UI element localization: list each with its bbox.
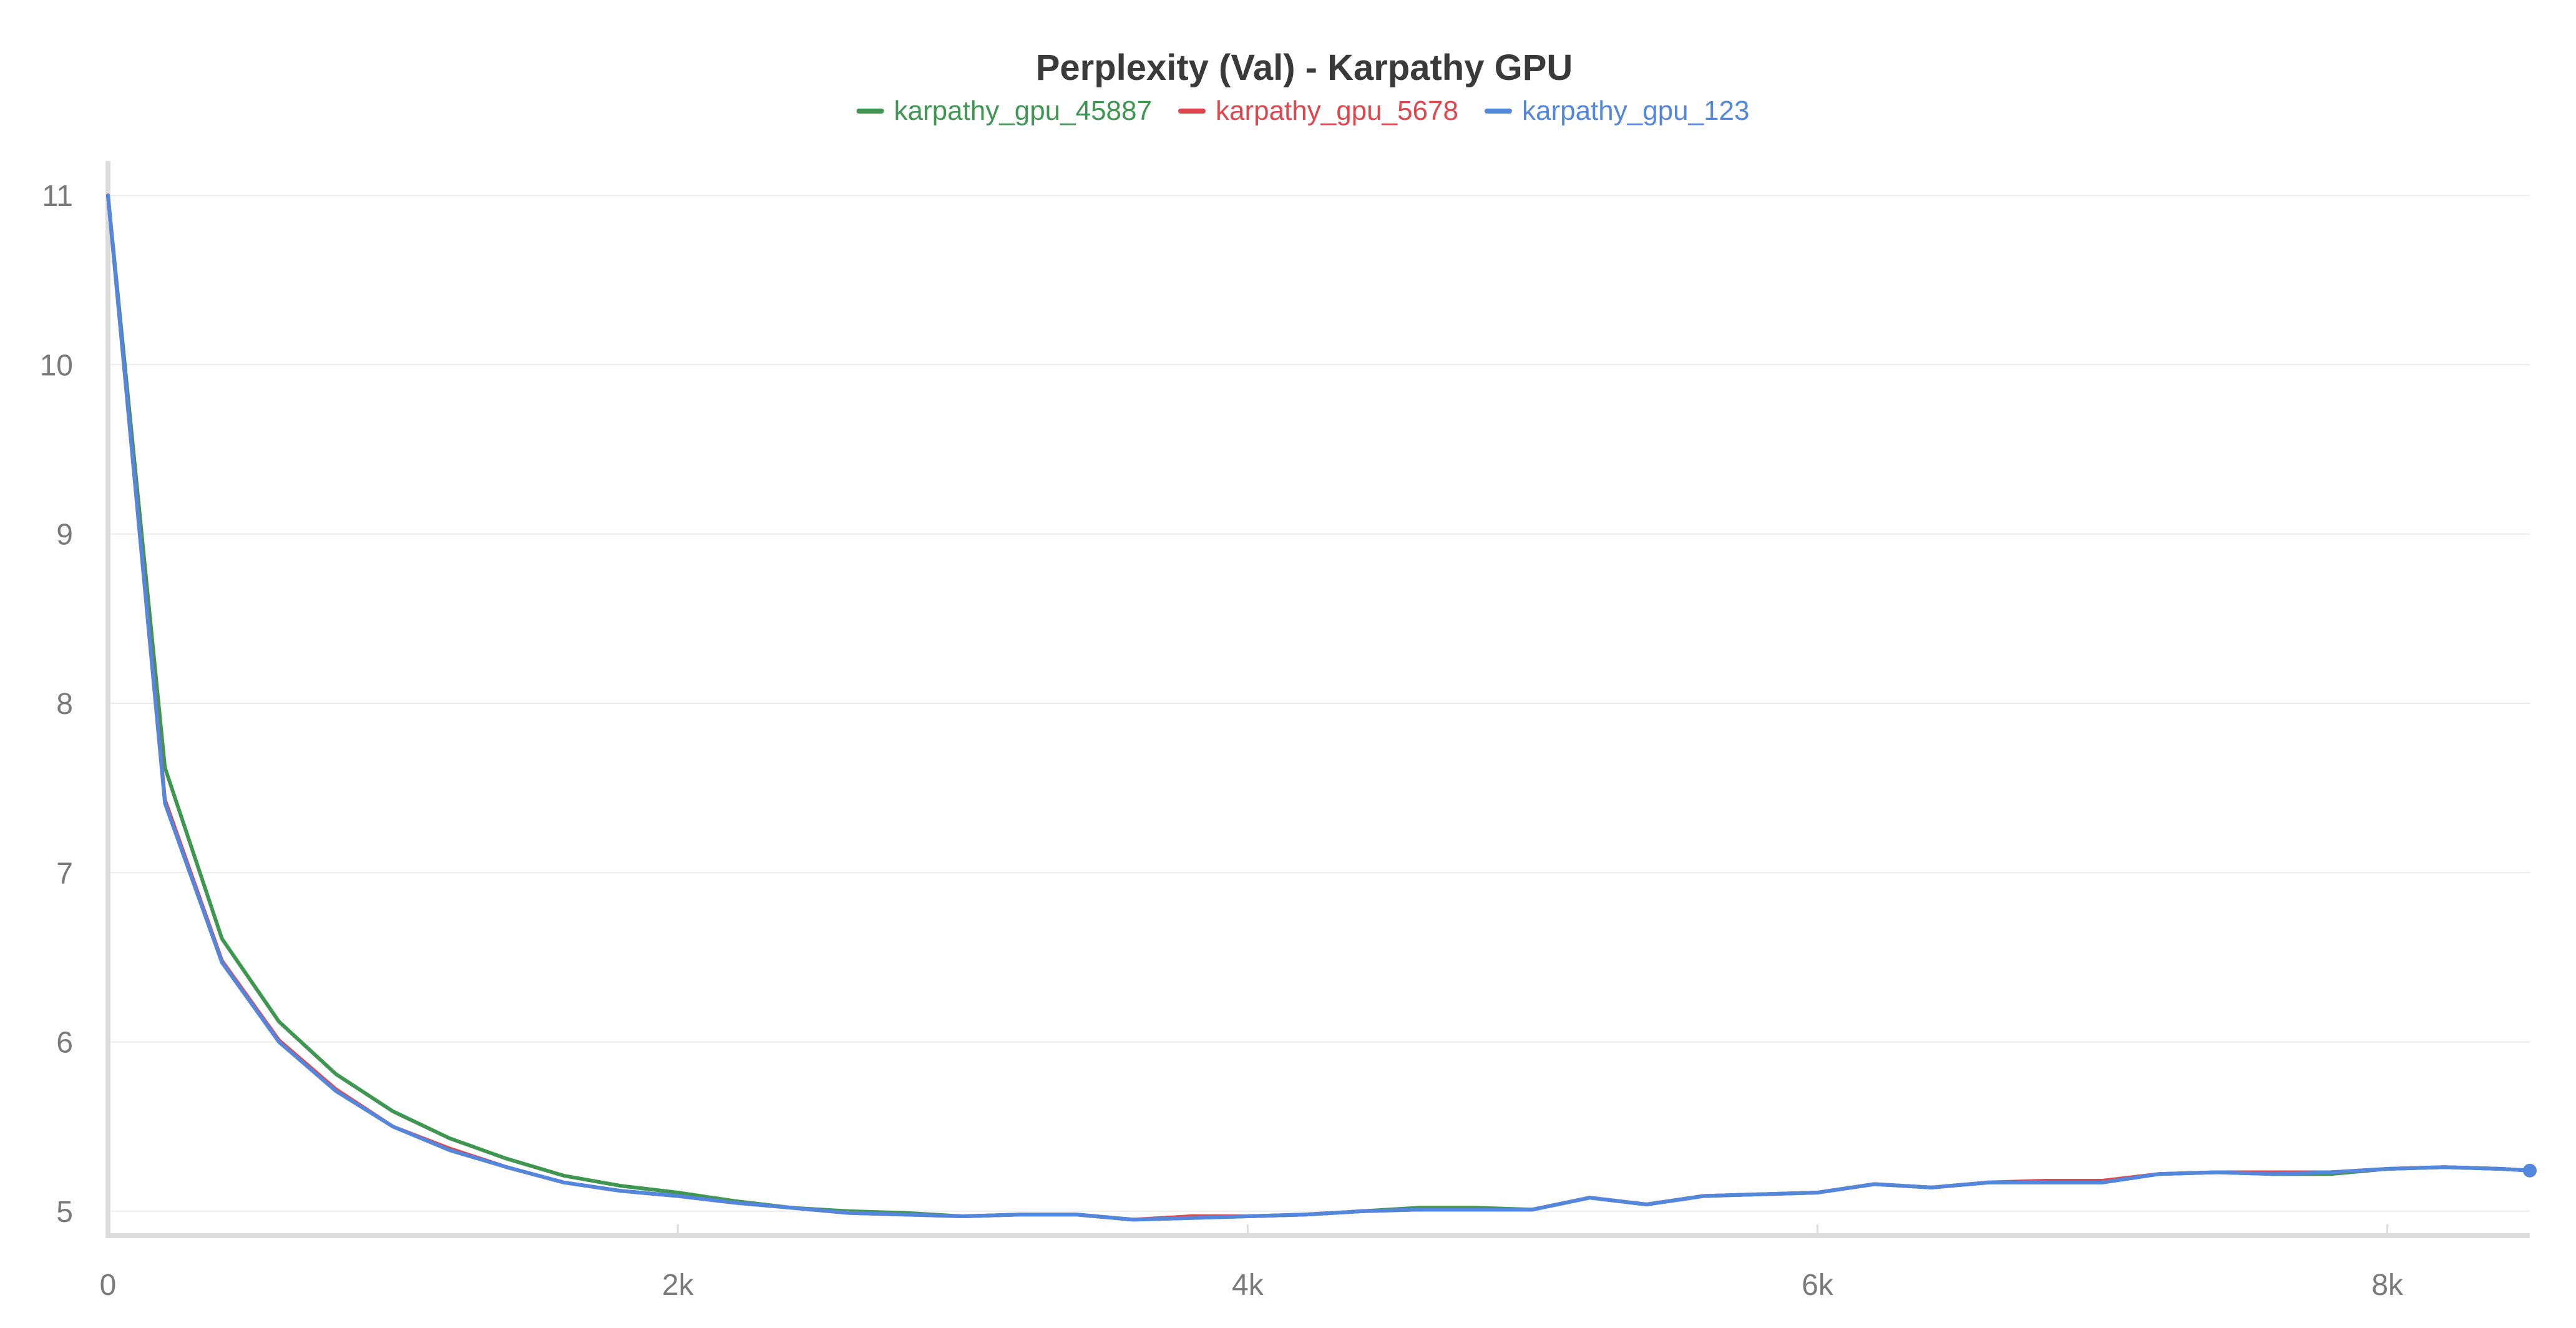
y-tick-label: 5 xyxy=(56,1196,73,1229)
series-lines xyxy=(106,193,2537,1222)
tick-labels: 5 6 7 8 9 10 11 0 2k 4k 6k 8k xyxy=(40,180,2404,1302)
x-tick-label: 6k xyxy=(1802,1269,1834,1302)
series-line-karpathy_gpu_5678 xyxy=(106,193,2532,1222)
y-tick-label: 10 xyxy=(40,349,73,382)
legend-label: karpathy_gpu_123 xyxy=(1522,95,1750,126)
grid-lines xyxy=(108,195,2530,1212)
y-tick-label: 7 xyxy=(56,857,73,890)
series-line-karpathy_gpu_45887 xyxy=(106,193,2532,1222)
legend: karpathy_gpu_45887 karpathy_gpu_5678 karpa… xyxy=(856,95,1750,126)
series-line-karpathy_gpu_123 xyxy=(106,193,2532,1222)
legend-label: karpathy_gpu_45887 xyxy=(894,95,1152,126)
y-tick-label: 11 xyxy=(42,180,73,213)
y-tick-label: 6 xyxy=(56,1027,73,1060)
series-endpoint-marker xyxy=(2523,1163,2537,1178)
x-tick-label: 0 xyxy=(100,1269,117,1302)
y-tick-label: 8 xyxy=(56,688,73,721)
x-tick-label: 4k xyxy=(1232,1269,1264,1302)
y-tick-label: 9 xyxy=(56,519,73,552)
chart-title: Perplexity (Val) - Karpathy GPU xyxy=(1036,47,1573,88)
x-tick-label: 2k xyxy=(662,1269,695,1302)
axes xyxy=(105,161,2530,1238)
x-tick-label: 8k xyxy=(2371,1269,2404,1302)
legend-label: karpathy_gpu_5678 xyxy=(1216,95,1458,126)
